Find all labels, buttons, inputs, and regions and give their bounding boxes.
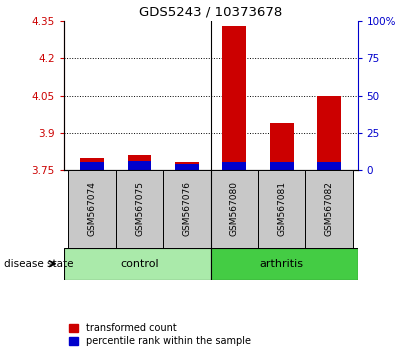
Text: arthritis: arthritis [260, 259, 304, 269]
Legend: transformed count, percentile rank within the sample: transformed count, percentile rank withi… [69, 324, 251, 346]
Text: GSM567082: GSM567082 [325, 181, 334, 236]
Bar [175, 164, 199, 170]
Bar [211, 248, 358, 280]
Bar [258, 170, 305, 248]
Bar [80, 158, 104, 170]
Bar [317, 96, 341, 170]
Bar [211, 170, 258, 248]
Bar [222, 26, 246, 170]
Text: GSM567075: GSM567075 [135, 181, 144, 236]
Bar [128, 161, 151, 170]
Bar [305, 170, 353, 248]
Bar [128, 155, 151, 170]
Title: GDS5243 / 10373678: GDS5243 / 10373678 [139, 6, 282, 19]
Text: GSM567081: GSM567081 [277, 181, 286, 236]
Text: GSM567076: GSM567076 [182, 181, 192, 236]
Bar [64, 248, 211, 280]
Bar [163, 170, 211, 248]
Text: disease state: disease state [4, 259, 74, 269]
Bar [116, 170, 163, 248]
Bar [69, 170, 116, 248]
Bar [80, 162, 104, 170]
Bar [317, 162, 341, 170]
Bar [270, 123, 293, 170]
Bar [175, 162, 199, 170]
Bar [222, 162, 246, 170]
Text: GSM567080: GSM567080 [230, 181, 239, 236]
Text: control: control [120, 259, 159, 269]
Bar [270, 162, 293, 170]
Text: GSM567074: GSM567074 [88, 181, 97, 236]
